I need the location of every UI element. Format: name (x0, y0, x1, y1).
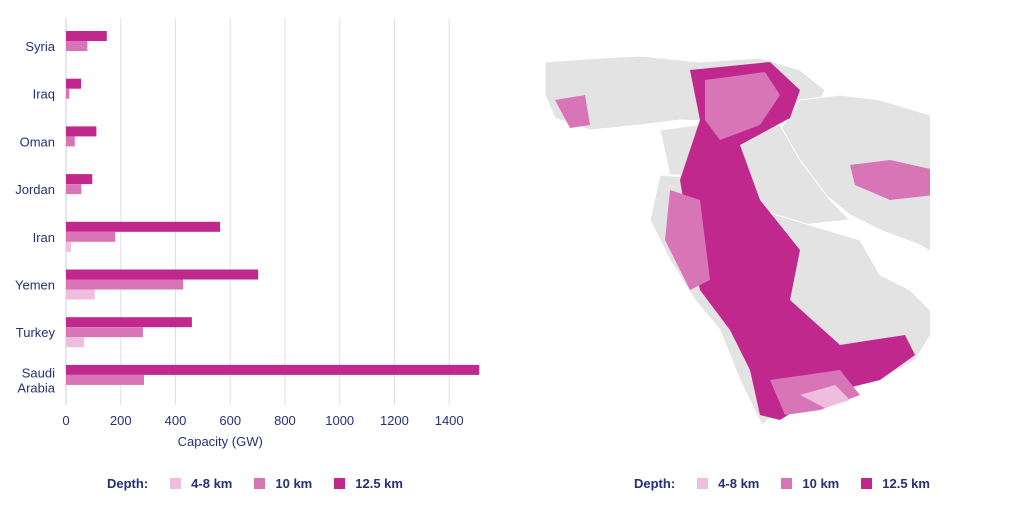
x-tick-label: 800 (274, 413, 296, 428)
map-legend-title: Depth: (634, 476, 676, 491)
category-label: Oman (20, 134, 55, 149)
category-label: Jordan (15, 182, 55, 197)
chart-legend: Depth: 4-8 km 10 km 12.5 km (107, 476, 425, 491)
bar-12-5-km (66, 78, 82, 89)
x-tick-label: 1200 (380, 413, 409, 428)
legend-title: Depth: (107, 476, 149, 491)
bar-10-km (66, 41, 88, 51)
category-label: Iraq (33, 87, 55, 102)
category-label: Yemen (15, 278, 55, 293)
category-label: Syria (25, 39, 55, 54)
bar-4-8-km (66, 241, 71, 252)
map-legend: Depth: 4-8 km 10 km 12.5 km (634, 476, 952, 491)
bar-12-5-km (66, 221, 221, 232)
region-map (544, 55, 930, 426)
bar-10-km (66, 184, 82, 195)
legend-item-10km: 10 km (254, 476, 312, 491)
bar-chart: 0 200 400 600 800 1000 1200 1400 Capacity (GW) Sy… (15, 18, 480, 449)
bar-12-5-km (66, 126, 97, 137)
bar-10-km (66, 88, 70, 99)
x-tick-label: 600 (219, 413, 241, 428)
map-region-4-8km (800, 385, 850, 408)
map-legend-item-4-8km: 4-8 km (697, 476, 759, 491)
category-label: Turkey (16, 325, 56, 340)
bar-12-5-km (66, 364, 480, 375)
x-axis-label: Capacity (GW) (178, 434, 263, 449)
map-legend-item-12-5km: 12.5 km (861, 476, 930, 491)
bar-10-km (66, 327, 143, 338)
map-region-12-5km (680, 62, 915, 420)
bar-10-km (66, 231, 116, 242)
map-capacity-regions (555, 62, 930, 420)
legend-item-12-5km: 12.5 km (334, 476, 403, 491)
bar-12-5-km (66, 31, 107, 41)
category-label: Arabia (17, 380, 55, 395)
bar-4-8-km (66, 289, 95, 300)
category-label: Saudi (22, 365, 55, 380)
bar-10-km (66, 279, 184, 290)
category-label: Iran (33, 230, 55, 245)
x-tick-label: 400 (165, 413, 187, 428)
bar-10-km (66, 374, 145, 385)
map-legend-item-10km: 10 km (781, 476, 839, 491)
bar-12-5-km (66, 317, 192, 328)
legend-item-4-8km: 4-8 km (170, 476, 232, 491)
bar-12-5-km (66, 269, 259, 280)
x-tick-label: 1400 (435, 413, 464, 428)
bar-12-5-km (66, 174, 93, 185)
bar-10-km (66, 136, 75, 147)
x-tick-label: 1000 (325, 413, 354, 428)
bar-4-8-km (66, 337, 85, 348)
x-tick-label: 200 (110, 413, 132, 428)
x-tick-label: 0 (62, 413, 69, 428)
